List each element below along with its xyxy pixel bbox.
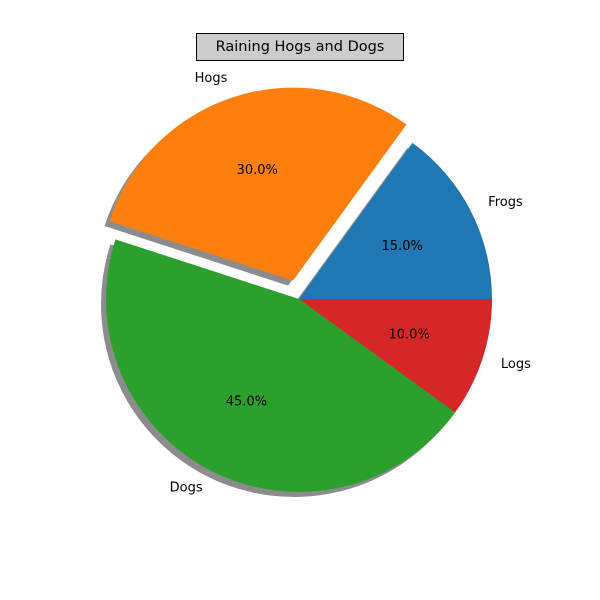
pie-slice-dogs xyxy=(106,239,456,492)
pie-slice-logs xyxy=(299,299,492,413)
percent-label-logs: 10.0% xyxy=(388,327,429,342)
category-label-logs: Logs xyxy=(501,357,531,372)
chart-title: Raining Hogs and Dogs xyxy=(196,33,404,61)
category-label-frogs: Frogs xyxy=(488,195,523,210)
pie-slice-hogs xyxy=(109,87,407,281)
percent-label-hogs: 30.0% xyxy=(237,163,278,178)
percent-label-dogs: 45.0% xyxy=(226,395,267,410)
label-layer: 15.0% Frogs 30.0% Hogs 45.0% Dogs 10.0% Logs xyxy=(170,71,532,495)
category-label-dogs: Dogs xyxy=(170,481,203,496)
pie-slice-frogs xyxy=(299,142,492,299)
slice-layer xyxy=(106,87,492,492)
category-label-hogs: Hogs xyxy=(195,71,228,86)
percent-label-frogs: 15.0% xyxy=(382,239,423,254)
